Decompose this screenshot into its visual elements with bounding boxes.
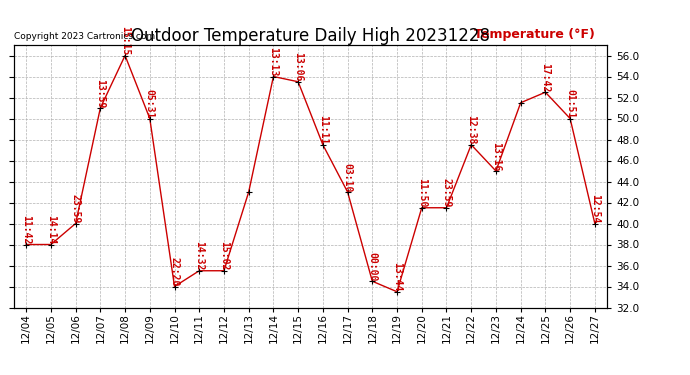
Text: 11:50: 11:50 [417, 178, 426, 208]
Text: 15:02: 15:02 [219, 242, 229, 271]
Text: 13:16: 13:16 [491, 142, 501, 171]
Text: 12:38: 12:38 [466, 116, 476, 145]
Text: 11:11: 11:11 [318, 116, 328, 145]
Text: 13:44: 13:44 [392, 262, 402, 292]
Text: 11:42: 11:42 [21, 215, 31, 244]
Text: 12:54: 12:54 [590, 194, 600, 224]
Text: 15:15: 15:15 [120, 26, 130, 56]
Title: Outdoor Temperature Daily High 20231228: Outdoor Temperature Daily High 20231228 [131, 27, 490, 45]
Text: 05:31: 05:31 [145, 89, 155, 118]
Text: 13:06: 13:06 [293, 53, 303, 82]
Text: 13:59: 13:59 [95, 79, 106, 108]
Text: 01:51: 01:51 [565, 89, 575, 118]
Text: 03:10: 03:10 [343, 163, 353, 192]
Text: 14:14: 14:14 [46, 215, 56, 244]
Text: 00:00: 00:00 [367, 252, 377, 281]
Text: 22:20: 22:20 [170, 257, 179, 286]
Text: 13:13: 13:13 [268, 47, 278, 76]
Text: Temperature (°F): Temperature (°F) [475, 28, 595, 41]
Text: 23:59: 23:59 [442, 178, 451, 208]
Text: Copyright 2023 Cartronics.com: Copyright 2023 Cartronics.com [14, 32, 155, 41]
Text: 17:42: 17:42 [540, 63, 551, 92]
Text: 23:59: 23:59 [70, 194, 81, 224]
Text: 14:32: 14:32 [195, 242, 204, 271]
